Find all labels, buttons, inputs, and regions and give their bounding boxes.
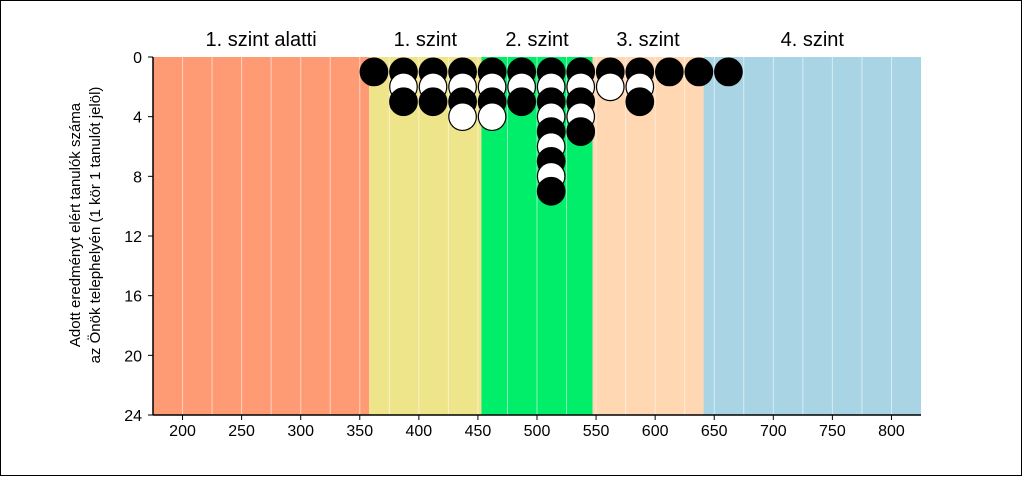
x-tick-label: 650 — [701, 423, 728, 440]
gridlines — [182, 57, 892, 415]
student-marker — [507, 87, 537, 117]
x-tick-label: 300 — [287, 423, 314, 440]
band-titles: 1. szint alatti 1. szint 2. szint 3. szint 4… — [206, 29, 845, 51]
x-tick-label: 500 — [524, 423, 551, 440]
y-tick-label: 20 — [124, 348, 142, 365]
x-tick-label: 600 — [642, 423, 669, 440]
x-tick-label: 250 — [228, 423, 255, 440]
y-tick-label: 12 — [124, 229, 142, 246]
student-marker — [448, 102, 477, 132]
student-marker — [654, 57, 684, 87]
y-tick-label: 24 — [124, 408, 142, 425]
band-title-2: 1. szint — [394, 29, 458, 51]
student-marker — [566, 117, 596, 146]
y-tick-label: 8 — [133, 169, 142, 186]
x-tick-label: 800 — [878, 423, 905, 440]
x-tick-label: 750 — [819, 423, 846, 440]
student-markers — [359, 57, 743, 206]
student-marker — [684, 57, 714, 87]
y-tick-label: 0 — [133, 50, 142, 67]
level-band-5 — [703, 57, 921, 415]
x-tick-label: 700 — [760, 423, 787, 440]
x-tick-label: 350 — [346, 423, 373, 440]
level-band-1 — [153, 57, 370, 415]
student-marker — [418, 87, 448, 117]
student-marker — [389, 87, 418, 117]
student-marker — [595, 72, 625, 102]
x-tick-label: 400 — [405, 423, 432, 440]
band-title-4: 3. szint — [616, 29, 680, 51]
y-tick-label: 16 — [124, 289, 142, 306]
y-axis-label-line-1: Adott eredményt elért tanulók száma — [67, 102, 84, 347]
y-tick-labels: 0 4 8 12 16 20 24 — [124, 50, 153, 425]
x-tick-label: 550 — [583, 423, 610, 440]
band-title-1: 1. szint alatti — [206, 29, 317, 51]
x-tick-label: 450 — [465, 423, 492, 440]
band-title-3: 2. szint — [505, 29, 569, 51]
student-marker — [714, 57, 743, 87]
x-tick-label: 200 — [169, 423, 196, 440]
y-axis-label-line-2: az Önök telephelyén (1 kör 1 tanulót jel… — [86, 87, 104, 364]
x-tick-labels: 200 250 300 350 400 450 500 550 600 650 700 750 800 — [169, 415, 905, 440]
student-marker — [536, 176, 566, 206]
y-tick-label: 4 — [133, 110, 142, 127]
student-marker — [625, 87, 655, 117]
student-marker — [477, 102, 507, 132]
band-title-5: 4. szint — [781, 29, 845, 51]
student-marker — [359, 57, 389, 87]
